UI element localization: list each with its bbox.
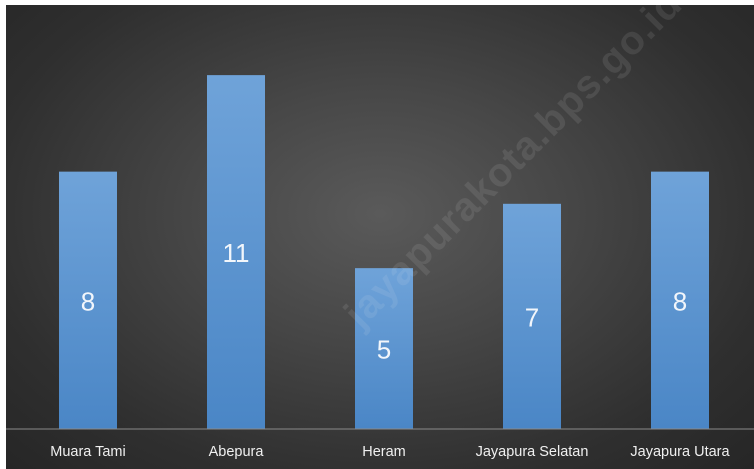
bar-chart: 8 Muara Tami 11 Abepura 5 Heram 7 Jayapura Sela… xyxy=(6,75,754,460)
bars-layer xyxy=(59,75,709,429)
bar-jayapura-selatan xyxy=(503,203,561,429)
chart-panel: 8 Muara Tami 11 Abepura 5 Heram 7 Jayapura Sela… xyxy=(6,5,754,469)
data-label: 7 xyxy=(525,302,539,332)
bar-jayapura-utara xyxy=(651,171,709,429)
data-label: 11 xyxy=(223,238,250,268)
bar-muara-tami xyxy=(59,171,117,429)
labels-layer: 8 Muara Tami 11 Abepura 5 Heram 7 Jayapura Sela… xyxy=(50,238,730,460)
data-label: 8 xyxy=(81,286,95,316)
x-tick-label: Muara Tami xyxy=(50,444,125,460)
bar-heram xyxy=(355,268,413,429)
data-label: 5 xyxy=(377,335,391,365)
bar-abepura xyxy=(207,75,265,429)
data-label: 8 xyxy=(673,286,687,316)
x-tick-label: Jayapura Utara xyxy=(630,444,730,460)
x-tick-label: Heram xyxy=(362,444,406,460)
x-tick-label: Jayapura Selatan xyxy=(476,444,589,460)
x-tick-label: Abepura xyxy=(209,444,265,460)
